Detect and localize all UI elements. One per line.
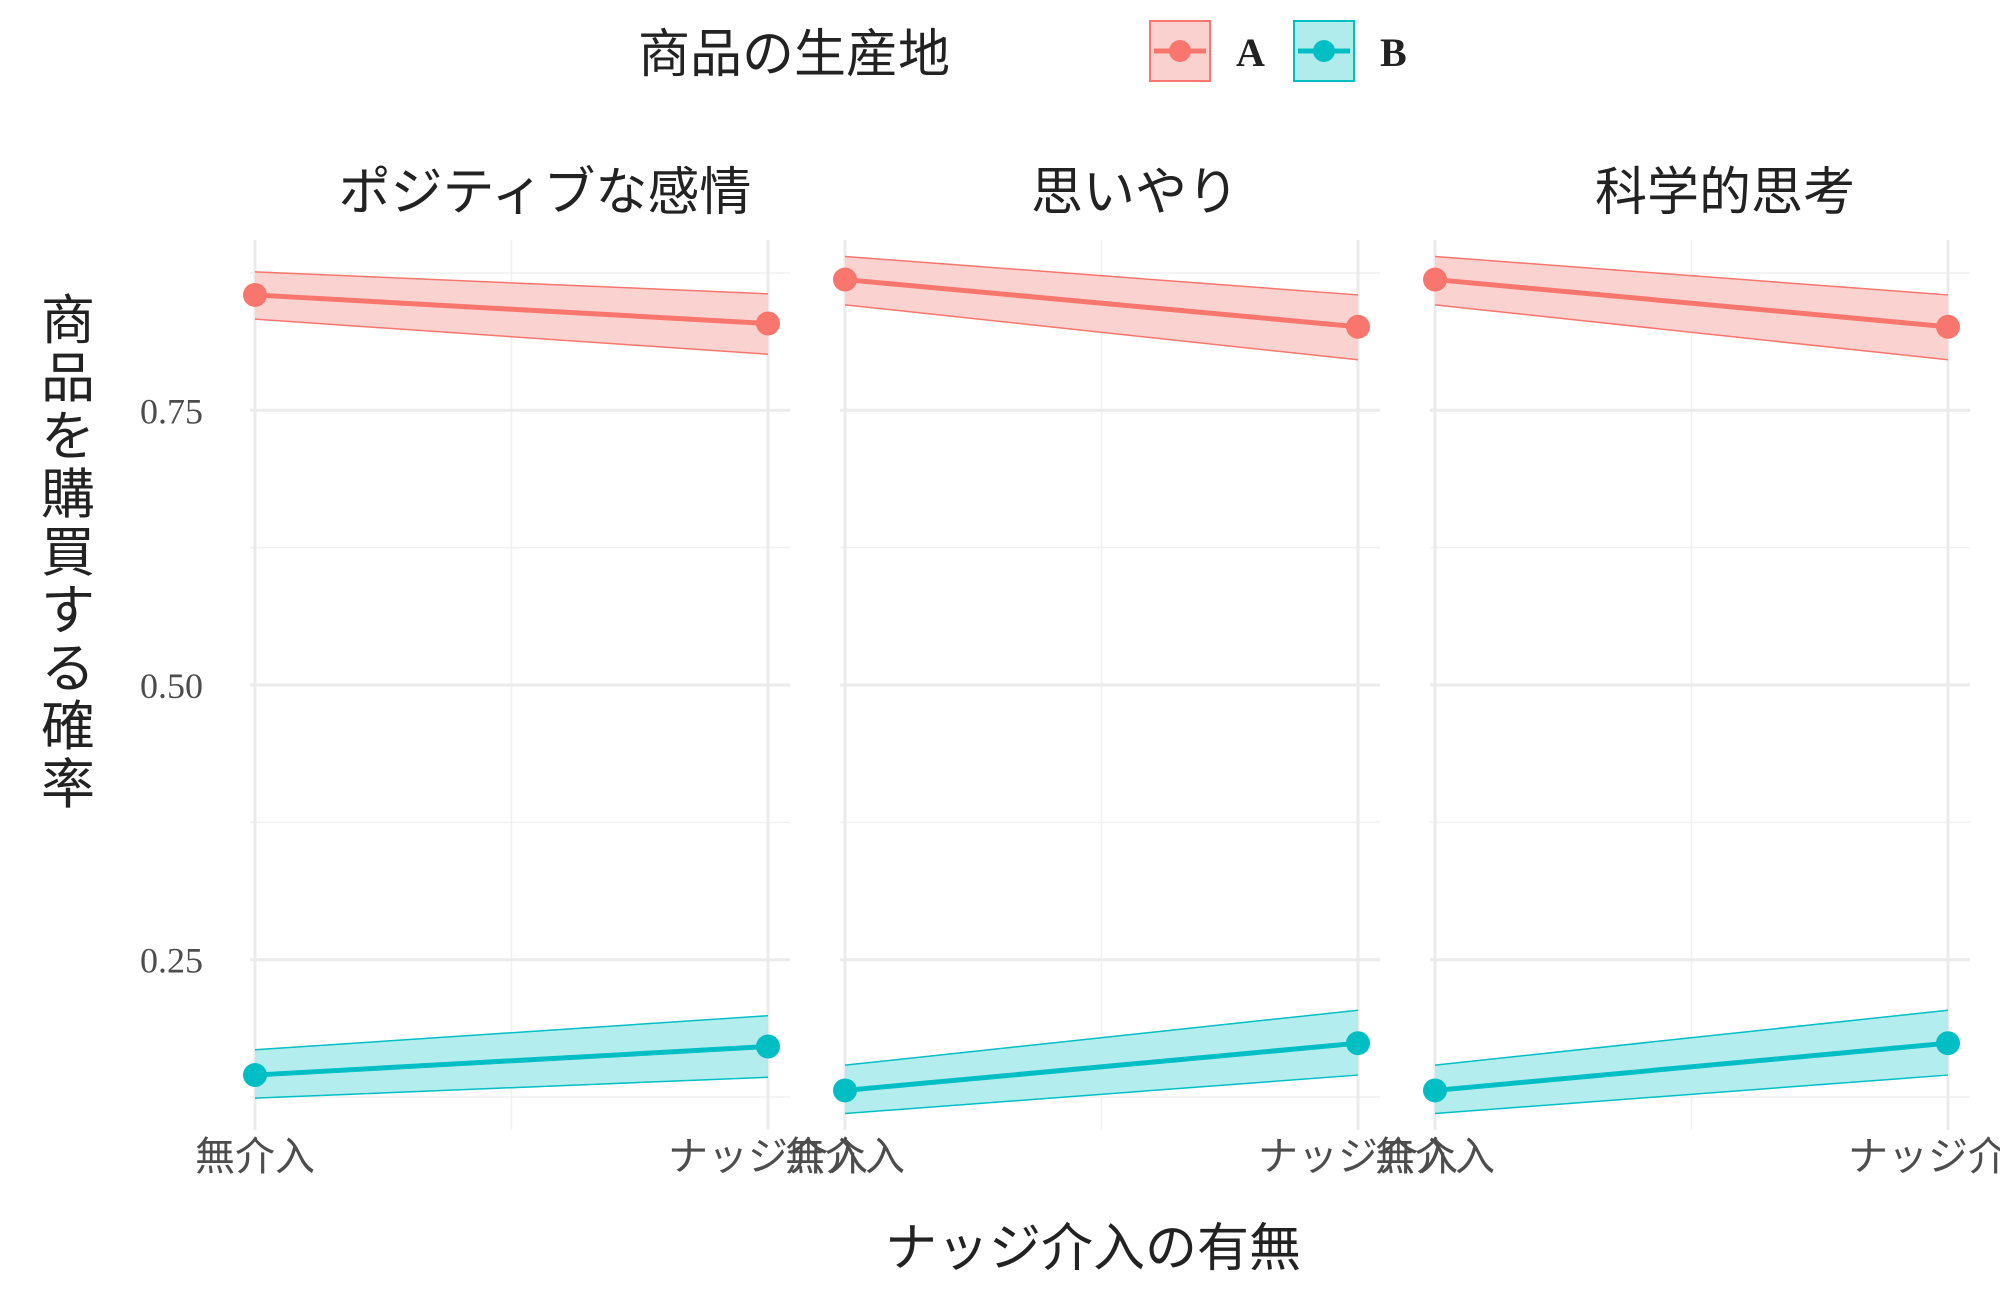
y-axis-title-char: 率 [41, 753, 95, 816]
y-tick-label: 0.25 [140, 941, 203, 981]
x-tick-label: 無介入 [195, 1134, 315, 1180]
confidence-ribbon [1435, 256, 1948, 360]
ribbon-lower-edge [1434, 304, 1949, 361]
ribbon-upper-edge [844, 255, 1359, 296]
data-point [1346, 1031, 1370, 1056]
y-axis-title-char: 購 [41, 463, 95, 526]
ribbon-lower-edge [844, 304, 1359, 361]
y-axis-title-char: 商 [41, 289, 95, 352]
x-axis-title: ナッジ介入の有無 [885, 1219, 1301, 1279]
x-tick-label: ナッジ介入 [668, 1134, 868, 1180]
legend-key-dot-a [1169, 40, 1191, 62]
data-point [1423, 267, 1447, 292]
data-point [1423, 1078, 1447, 1103]
y-axis-title-char: 買 [41, 521, 95, 584]
legend: 商品の生産地 A B [638, 20, 1407, 85]
ribbon-upper-edge [844, 1009, 1359, 1066]
confidence-ribbon [1435, 1010, 1948, 1114]
series-line [1434, 1040, 1949, 1093]
y-tick-label: 0.50 [140, 666, 203, 706]
facet-title: ポジティブな感情 [339, 163, 752, 223]
data-point [1936, 1031, 1960, 1056]
data-point [243, 282, 267, 307]
y-axis-title-char: を [41, 405, 95, 468]
confidence-ribbon [845, 1010, 1358, 1114]
data-point [756, 311, 780, 336]
ribbon-lower-edge [844, 1074, 1359, 1115]
legend-label-a: A [1236, 30, 1265, 75]
series-b [1423, 1009, 1960, 1115]
series-line [254, 1043, 769, 1078]
ribbon-lower-edge [254, 1076, 769, 1099]
y-axis-title-char: る [41, 637, 95, 700]
facet-title: 科学的思考 [1595, 163, 1855, 223]
ribbon-lower-edge [1434, 1074, 1949, 1115]
confidence-ribbon [845, 256, 1358, 360]
legend-item-a: A [1149, 20, 1265, 82]
x-tick-label: 無介入 [785, 1134, 905, 1180]
y-tick-label: 0.75 [140, 391, 203, 431]
ribbon-upper-edge [1434, 1009, 1949, 1066]
ribbon-upper-edge [254, 271, 769, 295]
series-line [254, 292, 769, 327]
data-point [833, 267, 857, 292]
confidence-ribbon [255, 271, 768, 355]
y-axis-title-char: 確 [41, 695, 95, 758]
data-point [756, 1034, 780, 1059]
x-tick-label: ナッジ介入 [1258, 1134, 1458, 1180]
data-point [833, 1078, 857, 1103]
facet-title: 思いやり [1031, 163, 1239, 223]
ribbon-upper-edge [1434, 255, 1949, 296]
confidence-ribbon [255, 1015, 768, 1099]
ribbon-upper-edge [254, 1014, 769, 1051]
series-b [833, 1009, 1370, 1115]
y-axis-title-char: 品 [41, 347, 95, 410]
x-tick-label: 無介入 [1375, 1134, 1495, 1180]
data-point [1936, 314, 1960, 339]
series-line [844, 277, 1359, 330]
series-a [833, 255, 1370, 361]
series-b [243, 1014, 780, 1099]
x-tick-label: ナッジ介入 [1848, 1134, 2000, 1180]
series-a [1423, 255, 1960, 361]
y-axis-title: 商品を購買する確率 [41, 289, 95, 816]
series-a [243, 271, 780, 356]
data-point [243, 1063, 267, 1088]
series-line [1434, 277, 1949, 330]
series-line [844, 1040, 1359, 1093]
legend-key-dot-b [1313, 40, 1335, 62]
data-point [1346, 314, 1370, 339]
y-axis-title-char: す [41, 579, 95, 642]
y-tick-labels: 0.25 0.50 0.75 [140, 391, 203, 980]
ribbon-lower-edge [254, 318, 769, 356]
legend-title: 商品の生産地 [638, 25, 950, 85]
legend-label-b: B [1380, 30, 1407, 75]
legend-item-b: B [1293, 20, 1407, 82]
